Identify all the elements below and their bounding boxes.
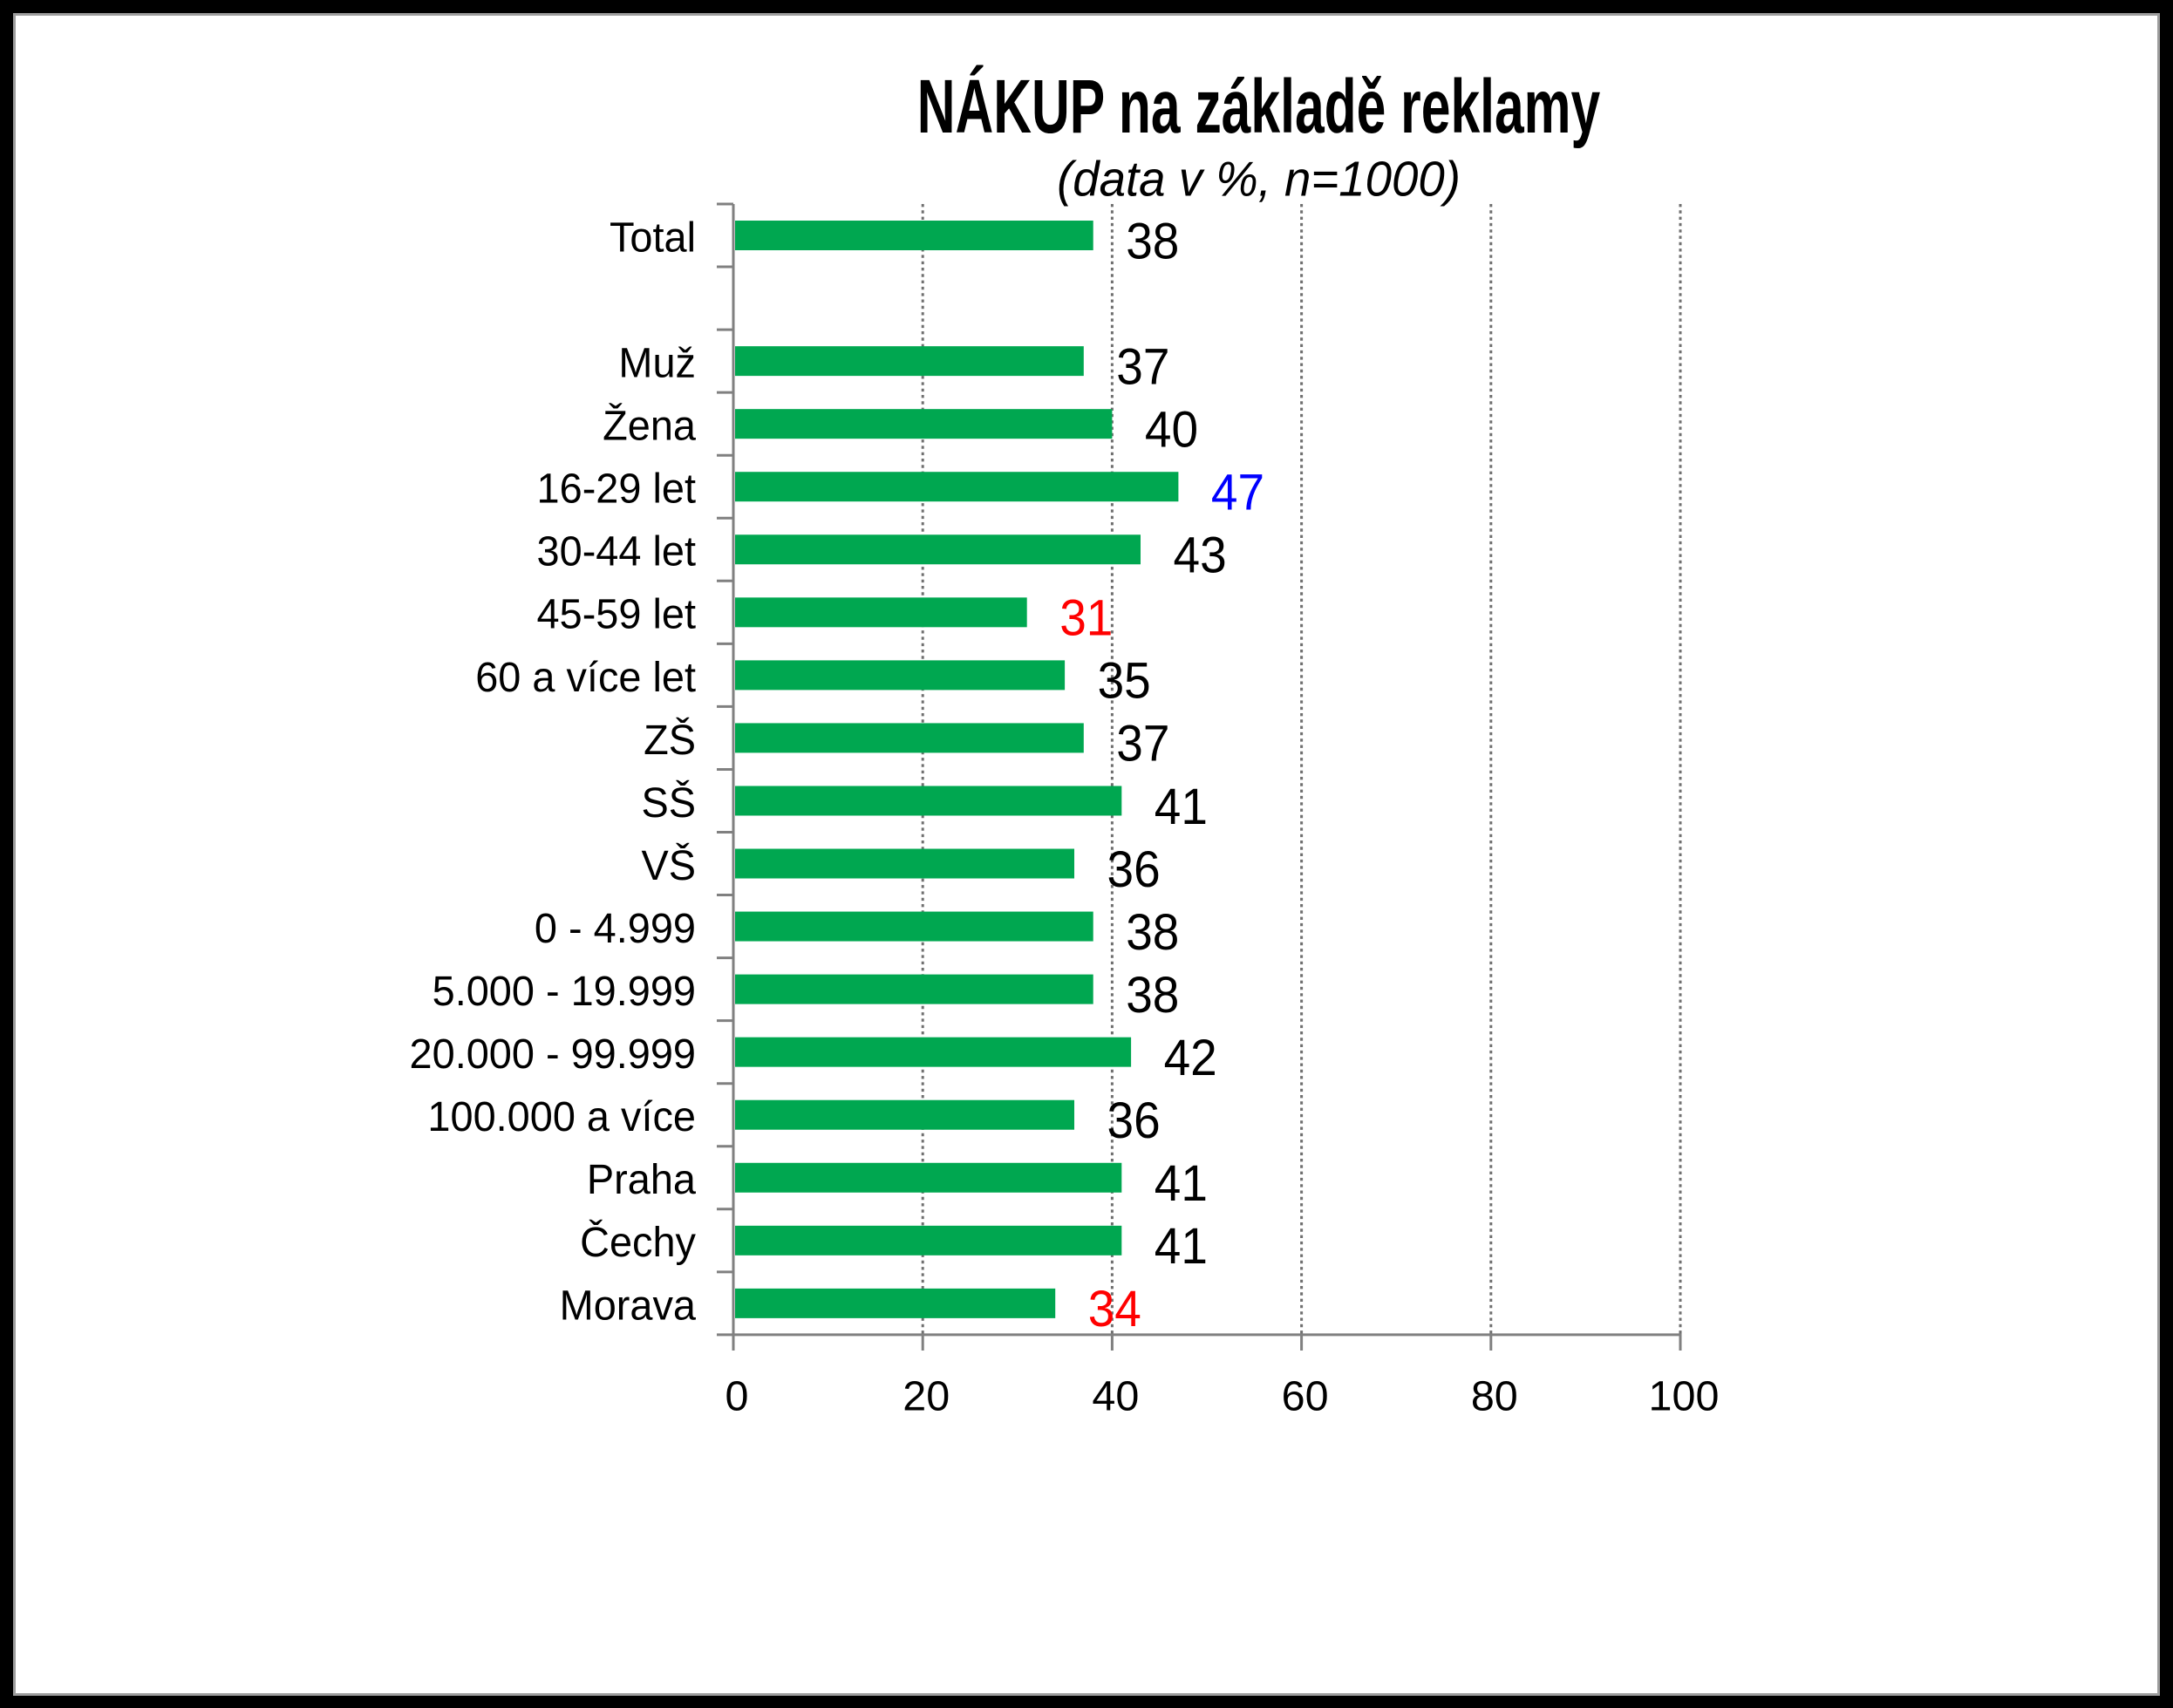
svg-text:60: 60 <box>1282 1373 1329 1420</box>
svg-text:100.000 a více: 100.000 a více <box>427 1093 696 1140</box>
svg-text:Žena: Žena <box>603 403 696 450</box>
svg-text:20.000 - 99.999: 20.000 - 99.999 <box>410 1031 696 1078</box>
svg-text:0 - 4.999: 0 - 4.999 <box>535 905 696 952</box>
svg-text:38: 38 <box>1126 903 1179 961</box>
svg-text:36: 36 <box>1107 1092 1161 1149</box>
svg-text:Muž: Muž <box>618 340 696 387</box>
svg-text:VŠ: VŠ <box>641 841 696 889</box>
svg-text:Čechy: Čechy <box>580 1219 696 1267</box>
svg-text:SŠ: SŠ <box>641 779 696 827</box>
svg-text:NÁKUP na základě reklamy: NÁKUP na základě reklamy <box>917 64 1601 148</box>
svg-text:60 a více let: 60 a více let <box>475 654 696 701</box>
svg-text:36: 36 <box>1107 840 1161 898</box>
svg-text:16-29 let: 16-29 let <box>537 466 696 513</box>
svg-text:43: 43 <box>1174 527 1227 584</box>
svg-text:41: 41 <box>1155 1154 1208 1212</box>
svg-text:38: 38 <box>1126 966 1179 1024</box>
svg-text:Morava: Morava <box>560 1283 697 1330</box>
svg-text:47: 47 <box>1211 464 1264 521</box>
svg-text:37: 37 <box>1116 338 1169 396</box>
svg-text:5.000 - 19.999: 5.000 - 19.999 <box>433 968 696 1015</box>
svg-text:80: 80 <box>1471 1373 1518 1420</box>
svg-text:38: 38 <box>1126 213 1179 270</box>
svg-text:37: 37 <box>1116 715 1169 772</box>
svg-text:41: 41 <box>1155 778 1208 835</box>
svg-text:Total: Total <box>610 214 696 262</box>
svg-text:34: 34 <box>1088 1280 1141 1337</box>
svg-text:35: 35 <box>1098 652 1151 710</box>
svg-text:Praha: Praha <box>587 1156 697 1203</box>
svg-text:0: 0 <box>725 1373 749 1420</box>
svg-text:40: 40 <box>1145 401 1198 459</box>
svg-text:31: 31 <box>1059 589 1113 647</box>
svg-text:100: 100 <box>1649 1373 1720 1420</box>
svg-text:ZŠ: ZŠ <box>644 716 696 764</box>
svg-text:30-44 let: 30-44 let <box>537 528 696 575</box>
svg-text:20: 20 <box>903 1373 950 1420</box>
svg-text:40: 40 <box>1092 1373 1139 1420</box>
svg-text:41: 41 <box>1155 1217 1208 1275</box>
svg-text:45-59 let: 45-59 let <box>537 591 696 638</box>
svg-text:(data v %, n=1000): (data v %, n=1000) <box>1057 150 1461 206</box>
svg-text:42: 42 <box>1164 1029 1217 1086</box>
